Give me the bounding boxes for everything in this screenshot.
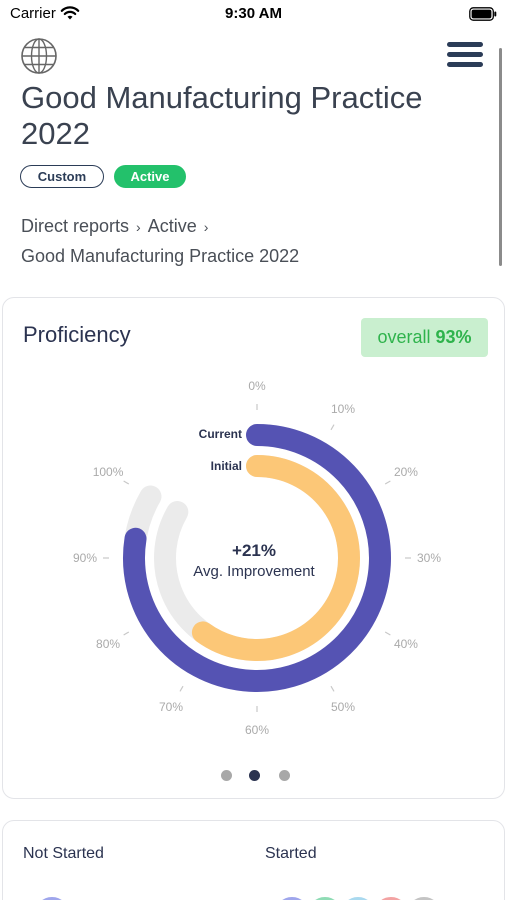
breadcrumb-link-direct-reports[interactable]: Direct reports bbox=[21, 216, 130, 236]
breadcrumb: Direct reports › Active › Good Manufacturin… bbox=[21, 212, 461, 271]
carousel-pager bbox=[3, 770, 506, 782]
proficiency-card[interactable]: Proficiency overall 93% 0% 10% 20% 30% 40% 50… bbox=[2, 297, 505, 799]
avatar[interactable] bbox=[339, 895, 377, 900]
globe-icon[interactable] bbox=[20, 37, 58, 75]
avatar[interactable] bbox=[306, 895, 344, 900]
breadcrumb-link-active[interactable]: Active bbox=[147, 216, 197, 236]
current-ring-bar bbox=[123, 424, 391, 692]
active-status-badge: Active bbox=[114, 165, 186, 188]
overall-score: overall 93% bbox=[361, 318, 488, 357]
pager-dot-3[interactable] bbox=[279, 770, 290, 781]
carrier-label: Carrier bbox=[10, 5, 56, 22]
not-started-label: Not Started bbox=[23, 845, 104, 862]
gauge-tick bbox=[384, 480, 391, 485]
hamburger-menu-icon[interactable] bbox=[445, 40, 485, 70]
clock-time: 9:30 AM bbox=[225, 5, 282, 22]
gauge-tick bbox=[123, 631, 130, 636]
wifi-icon bbox=[60, 6, 80, 20]
overall-value: 93% bbox=[435, 327, 472, 347]
gauge-tick-label: 10% bbox=[331, 402, 355, 416]
gauge-tick bbox=[330, 424, 335, 431]
status-summary-card: Not Started Started bbox=[2, 820, 505, 900]
gauge-tick-label: 100% bbox=[93, 465, 124, 479]
gauge-tick-label: 40% bbox=[394, 637, 418, 651]
avatar[interactable] bbox=[273, 895, 311, 900]
avatar[interactable] bbox=[405, 895, 443, 900]
overall-label: overall bbox=[377, 327, 431, 347]
custom-badge: Custom bbox=[20, 165, 104, 188]
pager-dot-1[interactable] bbox=[221, 770, 232, 781]
avg-improvement-caption: Avg. Improvement bbox=[193, 563, 315, 580]
breadcrumb-separator: › bbox=[203, 219, 209, 235]
initial-ring-label: Initial bbox=[211, 459, 242, 473]
breadcrumb-current: Good Manufacturing Practice 2022 bbox=[21, 246, 300, 266]
gauge-tick-label: 60% bbox=[245, 723, 269, 737]
gauge-tick bbox=[384, 631, 391, 636]
gauge-tick bbox=[123, 480, 130, 485]
avatar[interactable] bbox=[33, 895, 71, 900]
started-label: Started bbox=[265, 845, 317, 862]
proficiency-radial-chart: 0% 10% 20% 30% 40% 50% 60% 70% 80% 90% 100% Curren… bbox=[73, 379, 441, 737]
gauge-tick-label: 30% bbox=[417, 551, 441, 565]
gauge-tick-label: 90% bbox=[73, 551, 97, 565]
gauge-tick bbox=[330, 685, 335, 692]
gauge-tick-label: 0% bbox=[248, 379, 266, 393]
status-bar: Carrier 9:30 AM bbox=[0, 0, 507, 30]
battery-icon bbox=[469, 7, 497, 21]
gauge-tick-label: 80% bbox=[96, 637, 120, 651]
breadcrumb-separator: › bbox=[136, 219, 141, 235]
pager-dot-2[interactable] bbox=[249, 770, 260, 781]
gauge-tick-label: 70% bbox=[159, 700, 183, 714]
proficiency-title: Proficiency bbox=[23, 322, 131, 347]
avatar[interactable] bbox=[372, 895, 410, 900]
gauge-tick-label: 50% bbox=[331, 700, 355, 714]
avg-improvement-value: +21% bbox=[232, 541, 276, 560]
scrollbar[interactable] bbox=[499, 48, 502, 266]
page-title: Good Manufacturing Practice 2022 bbox=[21, 80, 423, 151]
current-ring-label: Current bbox=[199, 427, 242, 441]
gauge-tick bbox=[179, 685, 184, 692]
gauge-tick-label: 20% bbox=[394, 465, 418, 479]
initial-ring-bar bbox=[191, 455, 360, 661]
